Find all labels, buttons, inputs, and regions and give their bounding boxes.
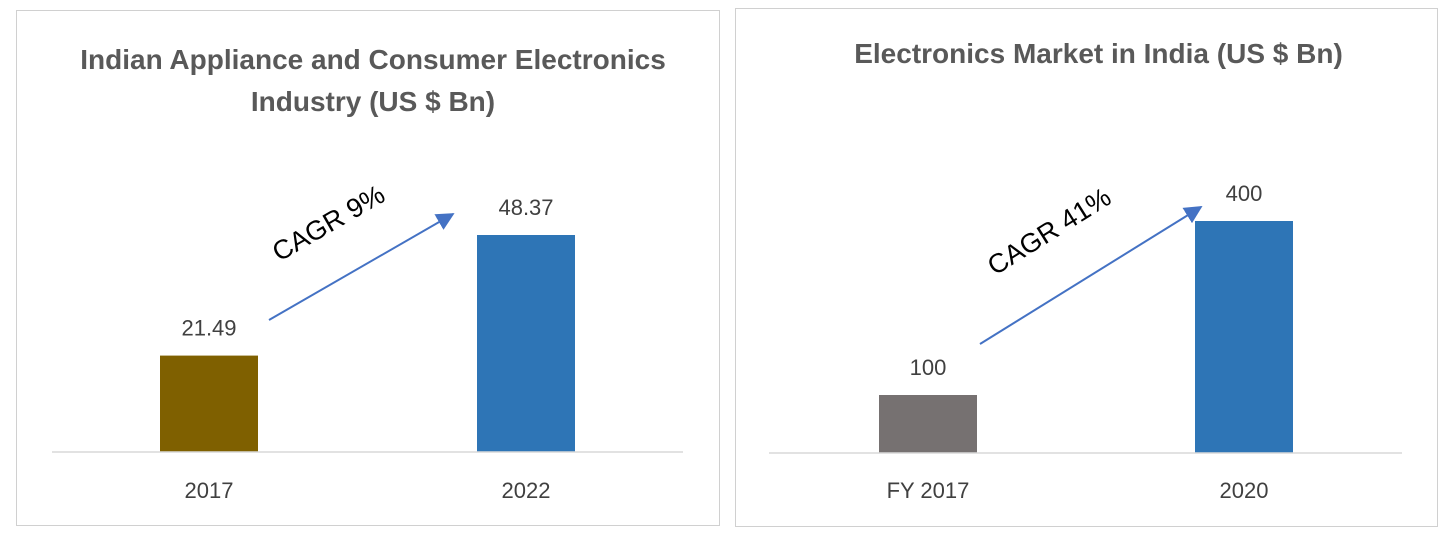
- bar-2022: [477, 235, 575, 452]
- chart-title: Electronics Market in India (US $ Bn): [854, 38, 1343, 69]
- x-tick-label: 2022: [502, 478, 551, 503]
- data-label: 48.37: [498, 195, 553, 220]
- x-tick-label: FY 2017: [887, 478, 970, 503]
- chart-title: Indian Appliance and Consumer Electronic…: [80, 44, 666, 117]
- data-label: 100: [910, 355, 947, 380]
- cagr-annotation: CAGR 9%: [267, 179, 390, 267]
- cagr-arrow: [979, 206, 1203, 345]
- cagr-annotation: CAGR 41%: [982, 182, 1116, 281]
- x-tick-label: 2020: [1220, 478, 1269, 503]
- chart-panel-electronics: Electronics Market in India (US $ Bn) 10…: [735, 8, 1438, 527]
- data-label: 400: [1226, 181, 1263, 206]
- bar-fy-2017: [879, 395, 977, 453]
- x-tick-label: 2017: [185, 478, 234, 503]
- bar-2017: [160, 355, 258, 452]
- chart-panel-appliance: Indian Appliance and Consumer Electronic…: [16, 10, 720, 526]
- cagr-arrow: [268, 213, 455, 321]
- data-label: 21.49: [181, 316, 236, 341]
- chart-plot: 100 FY 2017 400 2020 CAGR 41%: [769, 181, 1402, 503]
- bar-2020: [1195, 221, 1293, 453]
- chart-plot: 21.49 2017 48.37 2022 CAGR 9%: [52, 179, 683, 503]
